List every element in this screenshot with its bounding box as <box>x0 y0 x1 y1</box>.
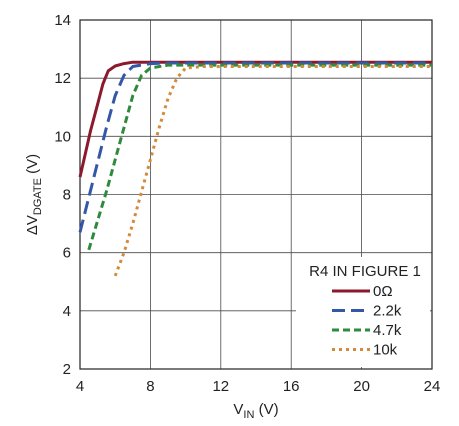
y-axis-title-unit: (V) <box>24 154 41 178</box>
x-tick-label: 4 <box>76 378 84 395</box>
legend-label: 2.2k <box>373 303 402 320</box>
y-tick-labels: 2 4 6 8 10 12 14 <box>54 12 71 378</box>
y-axis-title-subscript: DGATE <box>32 178 44 215</box>
x-axis-title-subscript: IN <box>243 409 254 421</box>
y-tick-label: 4 <box>63 303 71 320</box>
legend-title: R4 IN FIGURE 1 <box>309 263 421 280</box>
y-axis-title: ΔVDGATE (V) <box>24 154 44 235</box>
x-tick-label: 12 <box>212 378 229 395</box>
legend-label: 0Ω <box>373 283 393 300</box>
x-axis-title-unit: (V) <box>254 401 278 418</box>
y-tick-label: 2 <box>63 361 71 378</box>
y-axis-title-main: ΔV <box>24 215 41 235</box>
series-lines <box>78 60 432 277</box>
series-line <box>87 63 432 251</box>
series-line <box>78 61 432 233</box>
x-tick-label: 24 <box>424 378 441 395</box>
series-line <box>78 60 432 178</box>
legend-label: 4.7k <box>373 322 402 339</box>
y-tick-label: 8 <box>63 187 71 204</box>
x-axis-title: VIN (V) <box>233 401 278 421</box>
series-line <box>113 65 432 277</box>
y-tick-label: 10 <box>54 128 71 145</box>
y-tick-label: 12 <box>54 70 71 87</box>
y-tick-label: 14 <box>54 12 71 29</box>
legend: 0Ω 2.2k 4.7k 10k <box>332 283 402 359</box>
x-axis-title-main: V <box>233 401 243 418</box>
x-tick-label: 8 <box>146 378 154 395</box>
plot-frame <box>79 19 433 370</box>
x-tick-label: 16 <box>283 378 300 395</box>
y-tick-label: 6 <box>63 245 71 262</box>
x-tick-labels: 4 8 12 16 20 24 <box>76 378 441 395</box>
x-tick-label: 20 <box>353 378 370 395</box>
legend-label: 10k <box>373 342 398 359</box>
